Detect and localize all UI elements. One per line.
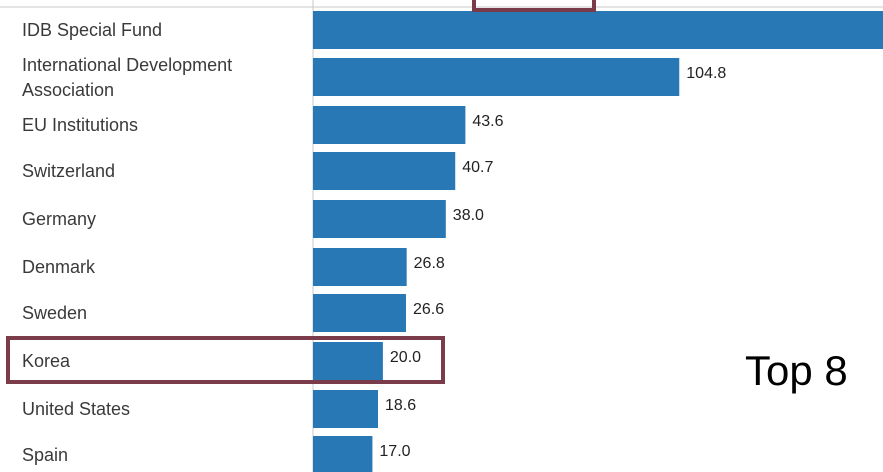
top-8-caption: Top 8 bbox=[745, 347, 848, 394]
value-label: 20.0 bbox=[390, 349, 421, 366]
value-label: 38.0 bbox=[453, 207, 484, 224]
bar-5 bbox=[313, 248, 407, 286]
bar-0 bbox=[313, 11, 883, 49]
category-label: Spain bbox=[22, 445, 68, 465]
category-label: Sweden bbox=[22, 303, 87, 323]
category-label: United States bbox=[22, 399, 130, 419]
value-label: 40.7 bbox=[462, 159, 493, 176]
value-label: 104.8 bbox=[686, 65, 726, 82]
bar-8 bbox=[313, 390, 379, 428]
bar-6 bbox=[313, 294, 406, 332]
value-label: 26.8 bbox=[414, 255, 445, 272]
highlight-box-top bbox=[472, 0, 596, 12]
category-label: EU Institutions bbox=[22, 115, 138, 135]
category-label: Korea bbox=[22, 351, 71, 371]
bar-4 bbox=[313, 200, 446, 238]
bar-2 bbox=[313, 106, 466, 144]
value-label: 18.6 bbox=[385, 397, 416, 414]
value-label: 26.6 bbox=[413, 301, 444, 318]
bar-1 bbox=[313, 58, 680, 96]
category-label: Germany bbox=[22, 209, 96, 229]
category-label: IDB Special Fund bbox=[22, 20, 162, 40]
bar-7 bbox=[313, 342, 383, 380]
category-label: Denmark bbox=[22, 257, 96, 277]
category-label: International Development Association bbox=[22, 55, 232, 100]
bar-3 bbox=[313, 152, 456, 190]
value-label: 17.0 bbox=[379, 443, 410, 460]
category-label: Switzerland bbox=[22, 161, 115, 181]
bar-9 bbox=[313, 436, 373, 472]
highlight-box bbox=[6, 336, 445, 384]
value-label: 43.6 bbox=[472, 113, 503, 130]
